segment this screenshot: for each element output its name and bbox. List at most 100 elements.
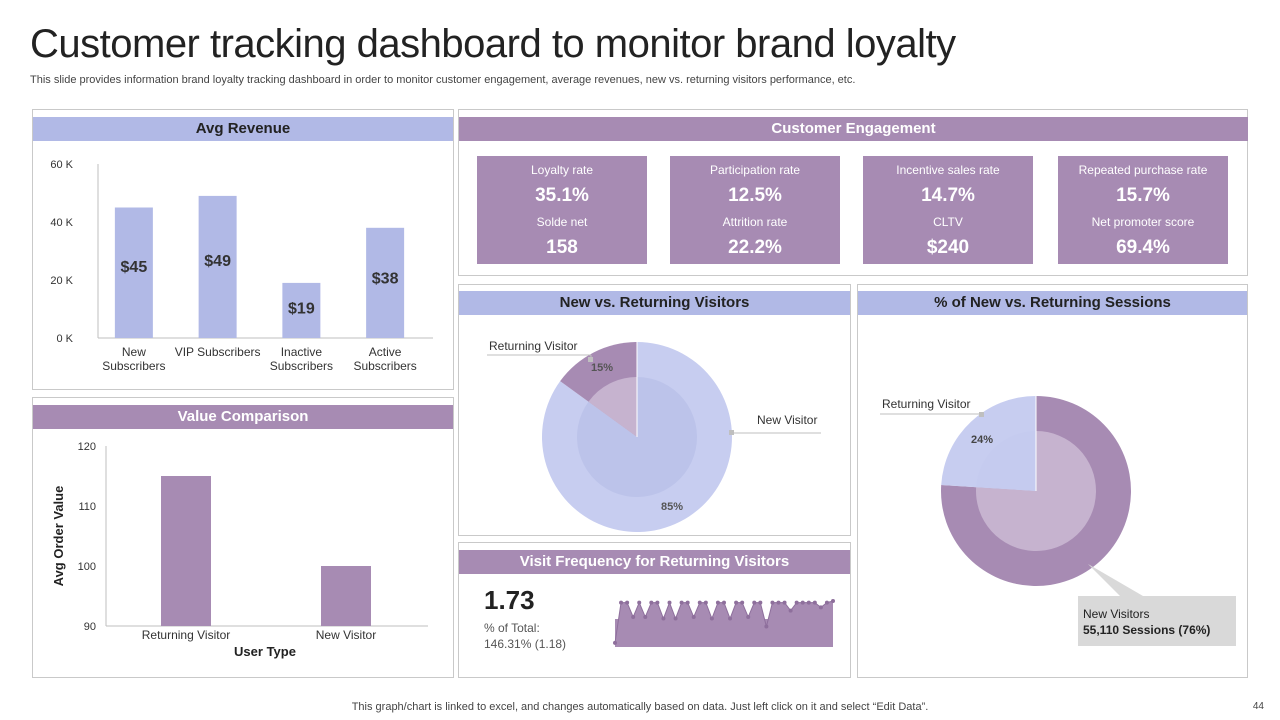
area-point	[697, 600, 702, 605]
kpi-label: Incentive sales rate	[896, 163, 1000, 177]
x-tick-label: New Visitor	[316, 628, 376, 642]
x-tick-label: Subscribers	[102, 359, 165, 373]
area-point	[818, 605, 823, 610]
leader-marker	[729, 430, 734, 435]
pie-data-label: 15%	[591, 362, 613, 374]
bar	[282, 282, 321, 338]
y-tick-label: 120	[78, 441, 96, 453]
area-point	[776, 600, 781, 605]
kpi-label: Loyalty rate	[530, 163, 594, 177]
kpi-label: Repeated purchase rate	[1078, 163, 1208, 177]
area-point	[728, 616, 733, 621]
y-tick-label: 60 K	[50, 159, 73, 171]
area-point	[649, 600, 654, 605]
pie-inner-returning-visitor	[976, 431, 1036, 491]
x-tick-label: Subscribers	[353, 359, 416, 373]
area-point	[752, 600, 757, 605]
area-point	[661, 616, 666, 621]
x-tick-label: Subscribers	[270, 359, 333, 373]
x-tick-label: New	[122, 345, 146, 359]
kpi-value: 14.7%	[921, 185, 975, 206]
customer-engagement-header: Customer Engagement	[459, 117, 1248, 141]
area-point	[758, 600, 763, 605]
area-point	[812, 600, 817, 605]
y-tick-label: 0 K	[56, 333, 73, 345]
value-comparison-chart: 90 100 110 120 Returning Visitor New Visitor U…	[51, 441, 428, 659]
area-point	[667, 600, 672, 605]
area-point	[800, 600, 805, 605]
bar-data-label: $19	[288, 301, 315, 318]
area-point	[764, 624, 769, 629]
kpi-label: Solde net	[536, 215, 588, 229]
sessions-chart: 24% Returning Visitor	[880, 396, 1143, 596]
y-tick-label: 20 K	[50, 275, 73, 287]
sessions-callout: New Visitors 55,110 Sessions (76%)	[1078, 596, 1236, 646]
avg-revenue-panel: Avg Revenue 0 K 20 K 40 K 60 K $45 New Subscri…	[32, 109, 454, 390]
leader-marker	[979, 412, 984, 417]
x-axis-title: User Type	[234, 644, 296, 659]
kpi-value: 158	[546, 237, 578, 258]
page-title: Customer tracking dashboard to monitor b…	[30, 22, 956, 66]
kpi-value: 22.2%	[728, 237, 782, 258]
value-comparison-panel: Value Comparison 90 100 110 120 Returning Vi…	[32, 397, 454, 678]
y-axis-title: Avg Order Value	[51, 486, 66, 587]
area-point	[770, 600, 775, 605]
new-vs-returning-chart: 15% 85% Returning Visitor New Visitor	[487, 339, 821, 532]
area-point	[625, 600, 630, 605]
kpi-value: 12.5%	[728, 185, 782, 206]
visit-frequency-chart	[613, 599, 835, 647]
area-point	[673, 616, 678, 621]
bar-data-label: $38	[372, 270, 399, 287]
x-tick-label: Returning Visitor	[142, 628, 231, 642]
kpi-label: CLTV	[933, 215, 963, 229]
page-number: 44	[1252, 701, 1264, 712]
sessions-header: % of New vs. Returning Sessions	[858, 291, 1247, 315]
callout-pointer	[1088, 564, 1143, 596]
area-point	[703, 600, 708, 605]
area-point	[691, 614, 696, 619]
kpi-card: Incentive sales rate 14.7% CLTV $240	[863, 156, 1033, 264]
leader-marker	[588, 357, 593, 362]
area-fill	[615, 601, 833, 647]
kpi-value: 69.4%	[1116, 237, 1170, 258]
sessions-callout-line1: New Visitors	[1083, 607, 1150, 621]
sessions-callout-line2: 55,110 Sessions (76%)	[1083, 623, 1211, 637]
customer-engagement-panel: Customer Engagement Loyalty rate 35.1% Sol…	[458, 109, 1248, 276]
area-point	[715, 600, 720, 605]
area-point	[794, 600, 799, 605]
y-tick-label: 110	[78, 501, 96, 513]
area-point	[685, 600, 690, 605]
area-point	[831, 599, 835, 603]
pie-legend-label: New Visitor	[757, 413, 817, 427]
area-point	[643, 614, 648, 619]
area-point	[613, 640, 617, 645]
bar-data-label: $49	[204, 253, 231, 270]
visit-frequency-value: 1.73	[484, 585, 535, 615]
x-tick-label: Active	[369, 345, 402, 359]
area-point	[679, 600, 684, 605]
new-vs-returning-panel: New vs. Returning Visitors 15% 85% Returni…	[458, 284, 851, 536]
kpi-label: Attrition rate	[722, 215, 788, 229]
area-point	[655, 600, 660, 605]
area-point	[746, 614, 751, 619]
visit-frequency-panel: Visit Frequency for Returning Visitors 1…	[458, 542, 851, 678]
bar	[114, 207, 153, 338]
area-point	[709, 616, 714, 621]
pie-legend-label: Returning Visitor	[882, 397, 971, 411]
footer-note: This graph/chart is linked to excel, and…	[351, 701, 929, 713]
pie-inner-returning-visitor	[588, 377, 637, 437]
y-tick-label: 40 K	[50, 217, 73, 229]
kpi-value: $240	[926, 237, 970, 258]
kpi-value: 15.7%	[1116, 185, 1170, 206]
x-tick-label: VIP Subscribers	[175, 345, 261, 359]
value-comparison-header: Value Comparison	[33, 405, 453, 429]
area-point	[637, 600, 642, 605]
y-tick-label: 100	[78, 561, 96, 573]
visit-frequency-header: Visit Frequency for Returning Visitors	[459, 550, 850, 574]
area-point	[734, 600, 739, 605]
area-point	[782, 600, 787, 605]
area-point	[631, 614, 636, 619]
bar	[161, 476, 211, 626]
page-subtitle: This slide provides information brand lo…	[30, 74, 856, 86]
